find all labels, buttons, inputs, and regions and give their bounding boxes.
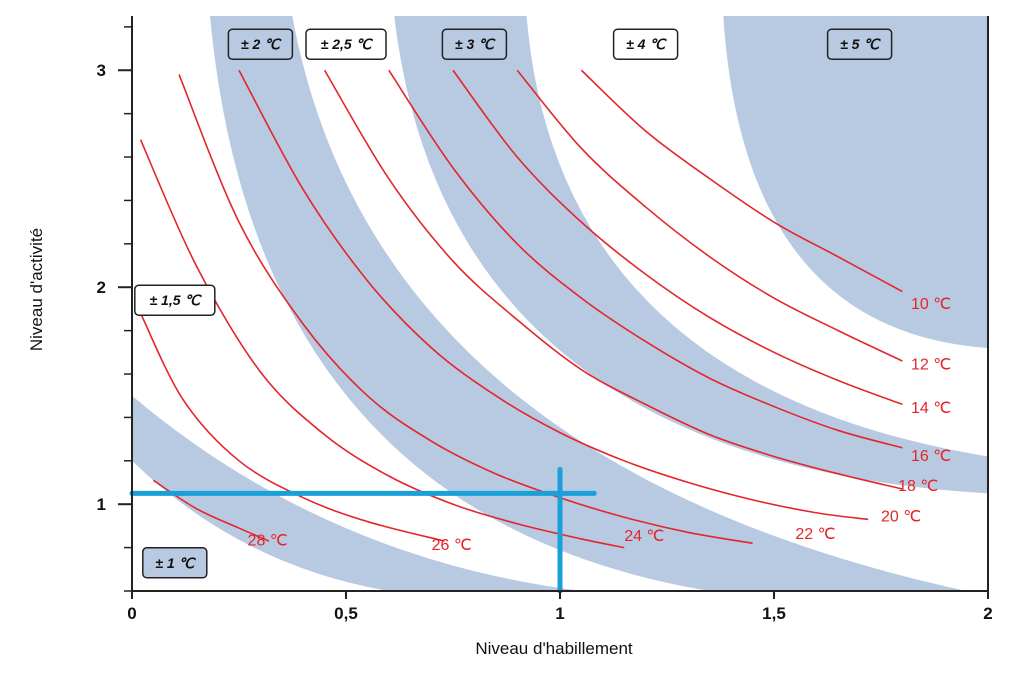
tolerance-band-3: [394, 16, 988, 494]
isotherm-label: 20 ℃: [881, 509, 921, 526]
x-tick-label: 0: [127, 604, 136, 623]
x-tick-label: 1: [555, 604, 564, 623]
tolerance-band-1: [132, 395, 582, 591]
tolerance-zone-label: ± 1 ℃: [142, 547, 208, 579]
isotherm-curve-1: [580, 69, 903, 293]
isotherm-label: 18 ℃: [898, 478, 938, 495]
y-axis-title: Niveau d'activité: [27, 228, 46, 351]
zone-label-box: [134, 284, 216, 316]
zone-label-text: ± 1 ℃: [155, 555, 196, 571]
tolerance-zone-label: ± 3 ℃: [441, 28, 508, 60]
isotherm-label: 10 ℃: [911, 296, 951, 313]
zone-label-box: [227, 28, 294, 60]
isotherm-label: 16 ℃: [911, 448, 951, 465]
tolerance-zone-label: ± 4 ℃: [612, 28, 679, 60]
isotherm-curve-8: [139, 139, 625, 549]
isotherm-label: 28 ℃: [248, 532, 288, 549]
tolerance-band-2: [210, 16, 967, 591]
plot-area: [132, 16, 988, 591]
zone-label-text: ± 5 ℃: [840, 36, 881, 52]
isotherm-label: 26 ℃: [432, 537, 472, 554]
x-tick-label: 2: [983, 604, 992, 623]
isotherm-curve-3: [452, 69, 903, 406]
zone-label-text: ± 2,5 ℃: [321, 36, 374, 52]
zone-label-box: [142, 547, 208, 579]
x-tick-label: 1,5: [762, 604, 786, 623]
tolerance-zone-label: ± 1,5 ℃: [134, 284, 216, 316]
zone-label-box: [441, 28, 508, 60]
y-tick-label: 1: [97, 495, 106, 514]
x-axis-title: Niveau d'habillement: [475, 639, 633, 658]
isotherm-label: 22 ℃: [795, 526, 835, 543]
zone-label-text: ± 3 ℃: [455, 36, 496, 52]
x-tick-label: 0,5: [334, 604, 358, 623]
isotherm-label: 14 ℃: [911, 400, 951, 417]
zone-label-box: [826, 28, 893, 60]
zone-label-text: ± 2 ℃: [241, 36, 282, 52]
isotherm-curve-6: [238, 69, 869, 521]
isotherm-label: 24 ℃: [624, 528, 664, 545]
tolerance-band-4: [723, 16, 988, 348]
tolerance-zone-label: ± 5 ℃: [826, 28, 893, 60]
zone-label-text: ± 4 ℃: [626, 36, 667, 52]
y-tick-label: 2: [97, 278, 106, 297]
isotherm-curve-9: [139, 312, 445, 542]
zone-label-box: [305, 28, 387, 60]
isotherm-curve-4: [388, 69, 903, 449]
isotherm-label: 12 ℃: [911, 357, 951, 374]
y-tick-label: 3: [97, 61, 106, 80]
zone-label-box: [612, 28, 679, 60]
isotherm-curve-7: [178, 74, 753, 545]
zone-label-text: ± 1,5 ℃: [149, 292, 202, 308]
tolerance-zone-label: ± 2,5 ℃: [305, 28, 387, 60]
isotherm-curve-2: [516, 69, 903, 362]
tolerance-zone-label: ± 2 ℃: [227, 28, 294, 60]
isotherm-curve-5: [323, 69, 903, 490]
